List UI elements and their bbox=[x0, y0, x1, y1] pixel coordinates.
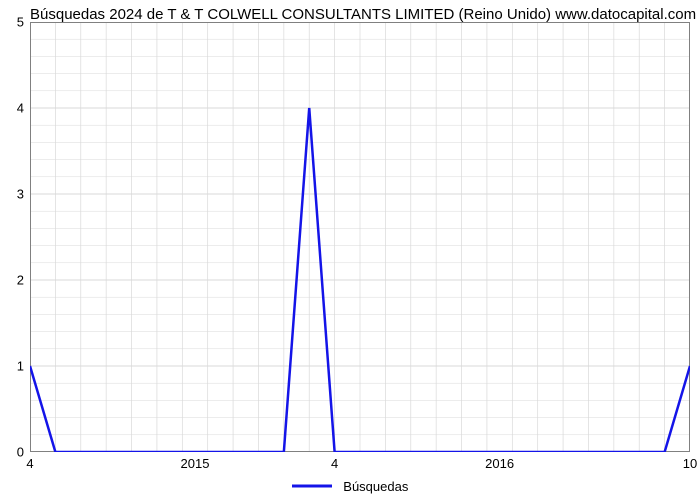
y-tick-label: 2 bbox=[17, 273, 24, 288]
legend: Búsquedas bbox=[0, 478, 700, 494]
x-tick-label: 2016 bbox=[485, 456, 514, 471]
x-tick-label: 4 bbox=[26, 456, 33, 471]
chart-title: Búsquedas 2024 de T & T COLWELL CONSULTA… bbox=[30, 6, 696, 23]
y-tick-label: 0 bbox=[17, 445, 24, 460]
y-tick-label: 5 bbox=[17, 15, 24, 30]
x-tick-label: 4 bbox=[331, 456, 338, 471]
y-tick-label: 3 bbox=[17, 187, 24, 202]
chart-svg bbox=[30, 22, 690, 452]
plot-area: 012345420154201610 bbox=[30, 22, 690, 452]
x-tick-label: 10 bbox=[683, 456, 697, 471]
x-tick-label: 2015 bbox=[181, 456, 210, 471]
y-tick-label: 4 bbox=[17, 101, 24, 116]
chart-container: Búsquedas 2024 de T & T COLWELL CONSULTA… bbox=[0, 0, 700, 500]
legend-label: Búsquedas bbox=[343, 479, 408, 494]
y-tick-label: 1 bbox=[17, 359, 24, 374]
legend-swatch bbox=[292, 479, 332, 494]
